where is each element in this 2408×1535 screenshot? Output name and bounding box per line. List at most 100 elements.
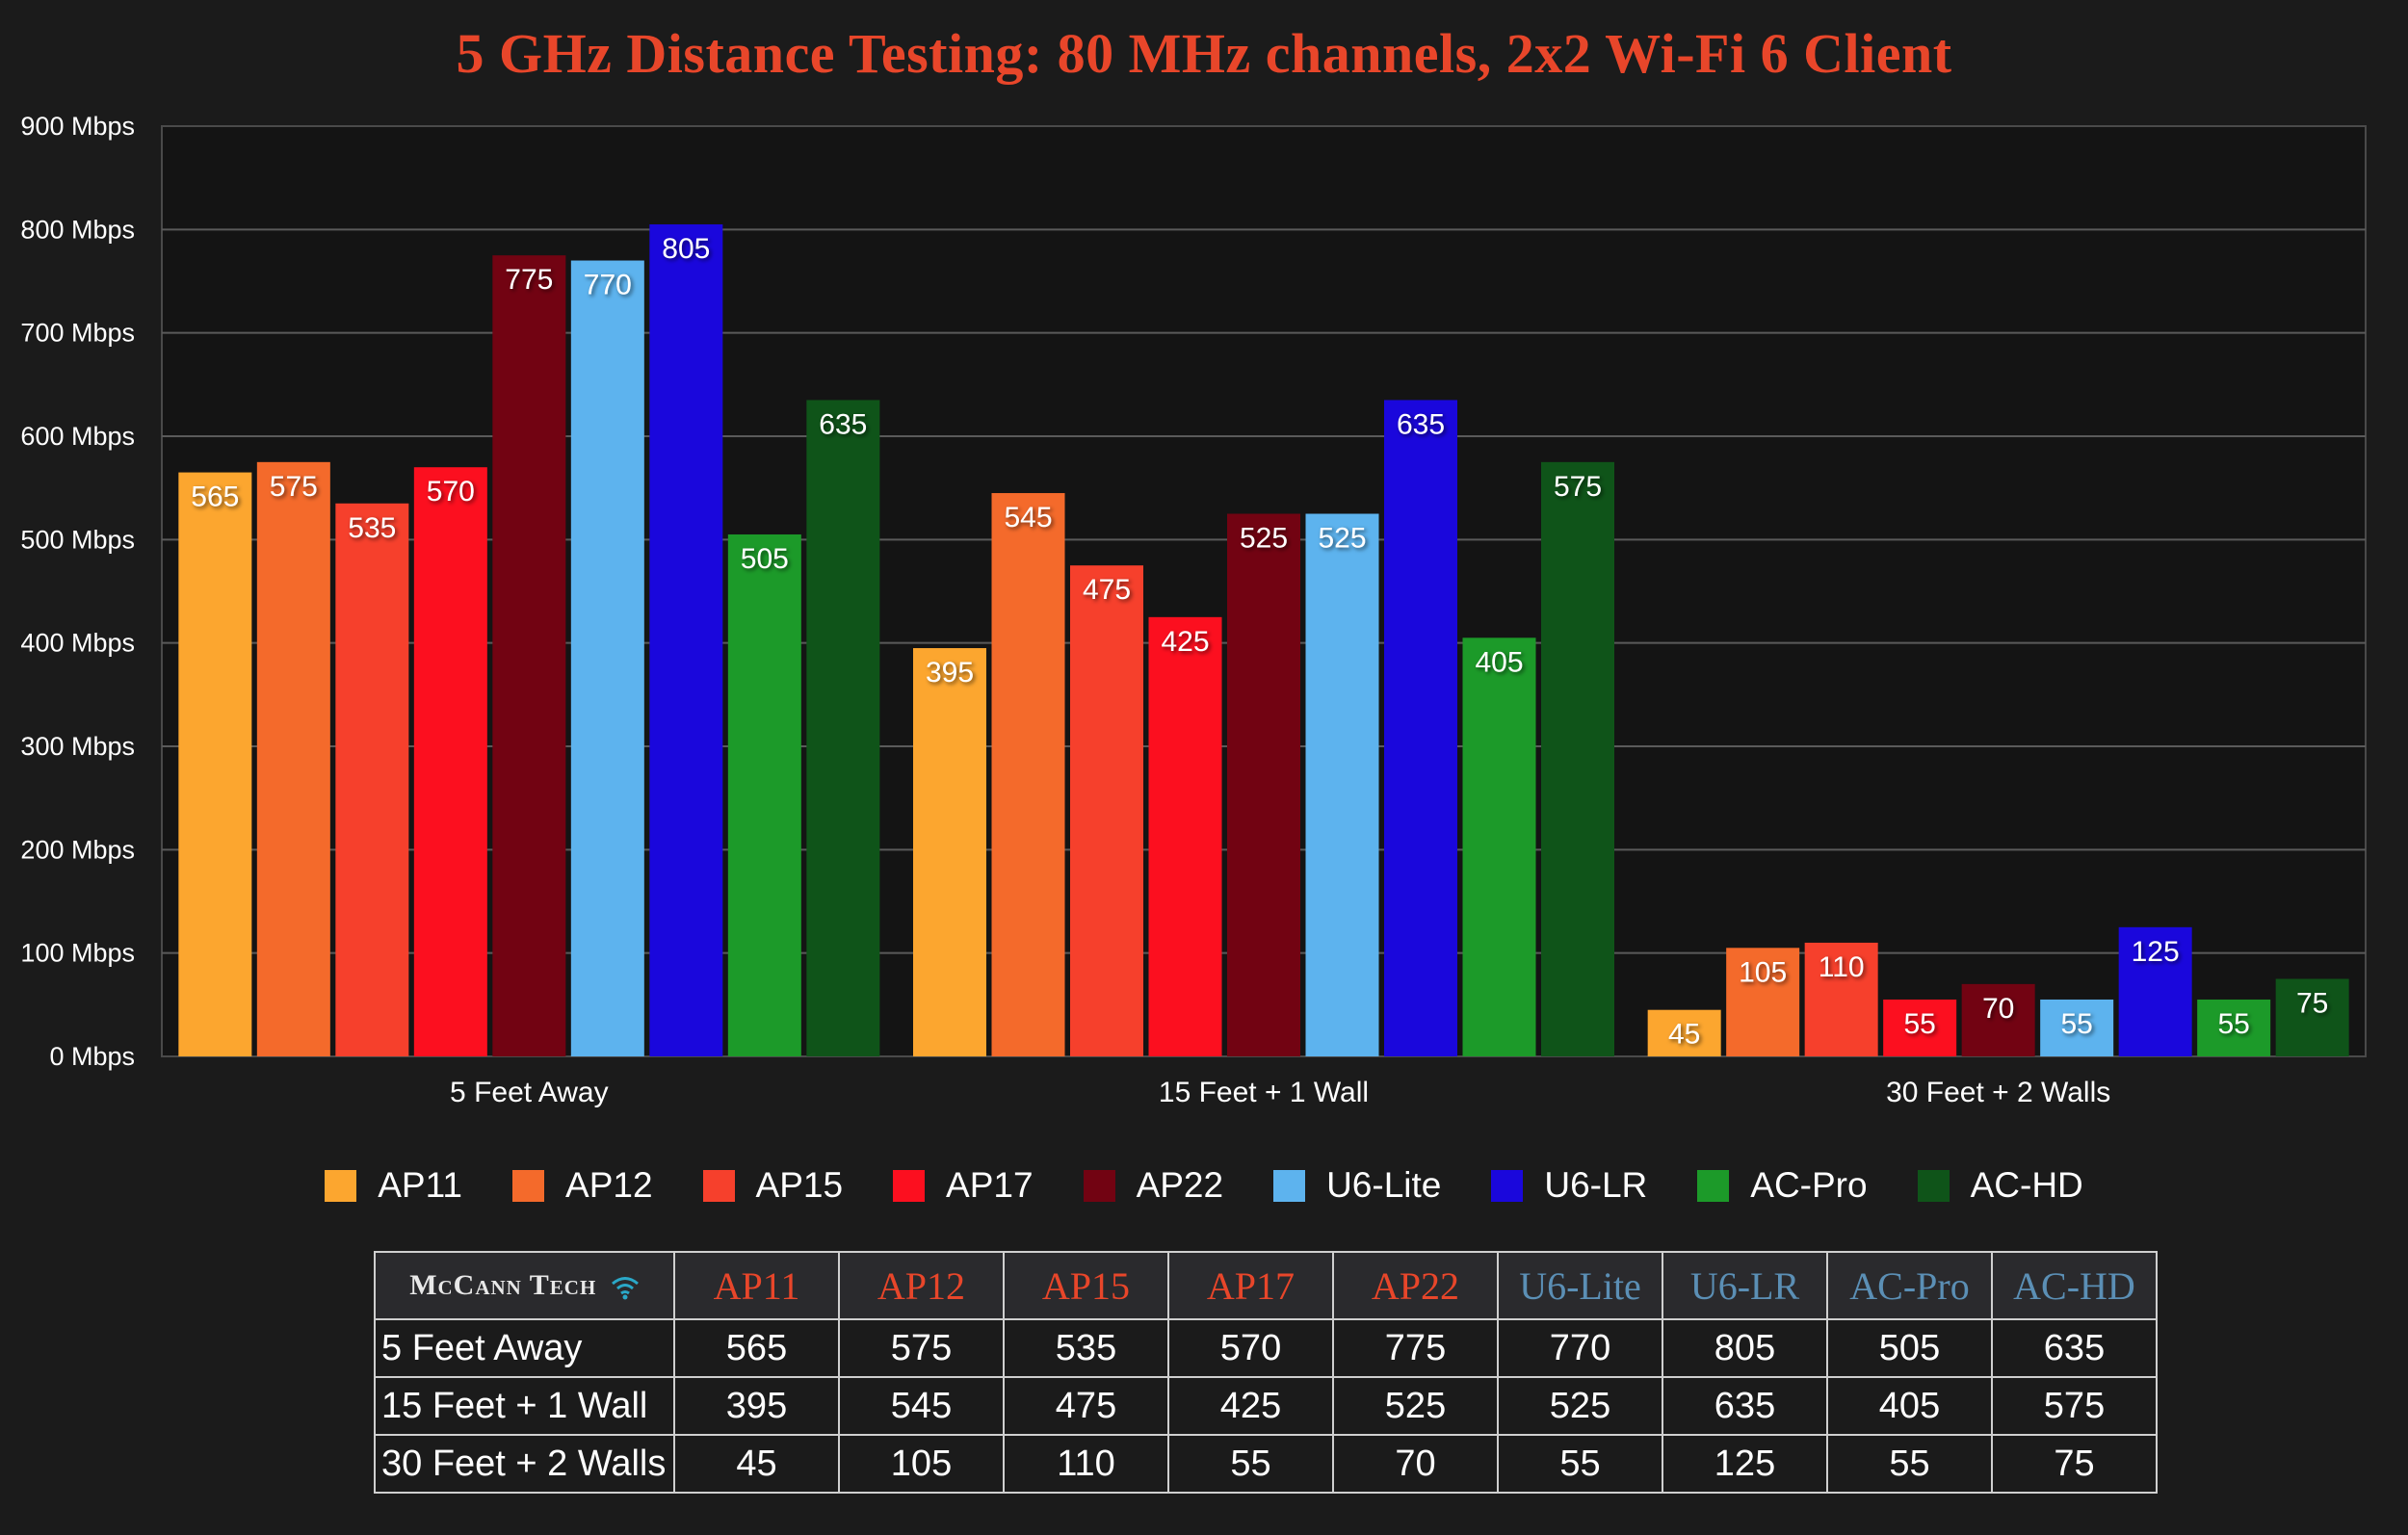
table-cell: 505 bbox=[1826, 1318, 1993, 1378]
table-column-header: AP11 bbox=[673, 1251, 840, 1320]
bar bbox=[178, 472, 252, 1057]
legend-item: AP17 bbox=[893, 1165, 1034, 1206]
legend-item: U6-LR bbox=[1491, 1165, 1647, 1206]
table-row-label: 15 Feet + 1 Wall bbox=[374, 1376, 675, 1436]
data-table: McCann Tech AP11 AP12 AP15 AP17 AP22 U6-Lite U… bbox=[374, 1251, 2158, 1494]
y-tick-label: 0 Mbps bbox=[49, 1042, 135, 1071]
bar bbox=[1726, 948, 1800, 1056]
table-cell: 805 bbox=[1662, 1318, 1828, 1378]
bar bbox=[1384, 400, 1457, 1056]
y-tick-label: 800 Mbps bbox=[20, 215, 135, 244]
table-cell: 635 bbox=[1662, 1376, 1828, 1436]
table-cell: 575 bbox=[838, 1318, 1005, 1378]
bar-value-label: 45 bbox=[1668, 1019, 1700, 1051]
bar-value-labels: 565 575 535 570 775 770 805 505 635 395 545 475 425 5… bbox=[191, 233, 2328, 1051]
y-tick-label: 300 Mbps bbox=[20, 732, 135, 761]
table-cell: 405 bbox=[1826, 1376, 1993, 1436]
legend-label: U6-LR bbox=[1544, 1165, 1648, 1205]
legend-swatch bbox=[1697, 1169, 1730, 1202]
bar bbox=[1804, 942, 1878, 1056]
bar-value-label: 635 bbox=[819, 408, 867, 440]
bar-value-label: 105 bbox=[1739, 956, 1787, 988]
bar bbox=[1227, 513, 1300, 1056]
table-column-header: AP22 bbox=[1332, 1251, 1499, 1320]
table-column-header: AP12 bbox=[838, 1251, 1005, 1320]
y-tick-label: 100 Mbps bbox=[20, 939, 135, 968]
table-row: 30 Feet + 2 Walls 45 105 110 55 70 55 125 55 75 bbox=[374, 1434, 2158, 1494]
bar bbox=[1462, 637, 1536, 1056]
x-axis: 5 Feet Away 15 Feet + 1 Wall 30 Feet + 2 W… bbox=[450, 1077, 2110, 1108]
legend-item: AC-HD bbox=[1917, 1165, 2083, 1206]
y-tick-label: 600 Mbps bbox=[20, 422, 135, 451]
table-header-row: McCann Tech AP11 AP12 AP15 AP17 AP22 U6-Lite U… bbox=[374, 1251, 2158, 1320]
bar bbox=[1305, 513, 1379, 1056]
table-cell: 70 bbox=[1332, 1434, 1499, 1494]
bar-value-label: 425 bbox=[1161, 626, 1209, 658]
bar-chart: 0 Mbps 100 Mbps 200 Mbps 300 Mbps 400 Mbps 50… bbox=[20, 112, 2367, 1108]
bar-value-label: 405 bbox=[1475, 646, 1523, 678]
wifi-icon bbox=[611, 1277, 639, 1300]
bar-value-label: 525 bbox=[1240, 523, 1288, 555]
legend-item: AP11 bbox=[325, 1165, 462, 1206]
bar bbox=[1961, 983, 2035, 1056]
legend-label: AC-Pro bbox=[1750, 1165, 1868, 1205]
bar bbox=[806, 400, 880, 1056]
table-cell: 55 bbox=[1497, 1434, 1663, 1494]
legend-swatch bbox=[512, 1169, 545, 1202]
brand-name: McCann Tech bbox=[409, 1269, 597, 1301]
table-cell: 475 bbox=[1003, 1376, 1169, 1436]
table-cell: 770 bbox=[1497, 1318, 1663, 1378]
legend-label: AP11 bbox=[378, 1165, 463, 1205]
table-column-header: AC-Pro bbox=[1826, 1251, 1993, 1320]
table-cell: 635 bbox=[1991, 1318, 2158, 1378]
bar-value-label: 475 bbox=[1083, 574, 1131, 606]
bar-value-label: 125 bbox=[2132, 936, 2180, 968]
bar bbox=[413, 467, 487, 1056]
legend-swatch bbox=[1917, 1169, 1950, 1202]
table-cell: 570 bbox=[1167, 1318, 1334, 1378]
legend-swatch bbox=[893, 1169, 926, 1202]
y-tick-label: 500 Mbps bbox=[20, 525, 135, 554]
table-cell: 105 bbox=[838, 1434, 1005, 1494]
bar-value-label: 395 bbox=[926, 657, 974, 689]
legend-item: AP12 bbox=[512, 1165, 653, 1206]
y-tick-label: 900 Mbps bbox=[20, 112, 135, 141]
bar bbox=[256, 461, 330, 1056]
legend-item: AC-Pro bbox=[1697, 1165, 1868, 1206]
bar-value-label: 55 bbox=[1903, 1008, 1935, 1040]
legend-label: AP17 bbox=[946, 1165, 1034, 1205]
y-axis: 0 Mbps 100 Mbps 200 Mbps 300 Mbps 400 Mbps 50… bbox=[20, 112, 135, 1071]
legend-label: AP15 bbox=[755, 1165, 844, 1205]
bar-value-label: 575 bbox=[1554, 471, 1602, 503]
table-cell: 55 bbox=[1826, 1434, 1993, 1494]
bar bbox=[991, 493, 1065, 1056]
bar-value-label: 525 bbox=[1318, 523, 1366, 555]
legend-item: AP22 bbox=[1083, 1165, 1223, 1206]
bar bbox=[2040, 999, 2114, 1056]
table-cell: 535 bbox=[1003, 1318, 1169, 1378]
legend-label: AC-HD bbox=[1970, 1165, 2083, 1205]
bar-value-label: 70 bbox=[1982, 993, 2014, 1025]
table-column-header: AP17 bbox=[1167, 1251, 1334, 1320]
bar bbox=[727, 533, 801, 1056]
table-cell: 775 bbox=[1332, 1318, 1499, 1378]
bar-value-label: 55 bbox=[2217, 1008, 2249, 1040]
bar bbox=[1647, 1009, 1721, 1056]
x-category-label: 30 Feet + 2 Walls bbox=[1886, 1077, 2110, 1108]
table-cell: 75 bbox=[1991, 1434, 2158, 1494]
table-row-label: 5 Feet Away bbox=[374, 1318, 675, 1378]
table-cell: 565 bbox=[673, 1318, 840, 1378]
y-tick-label: 200 Mbps bbox=[20, 835, 135, 864]
bar-value-label: 565 bbox=[191, 481, 239, 513]
table-cell: 575 bbox=[1991, 1376, 2158, 1436]
table-cell: 55 bbox=[1167, 1434, 1334, 1494]
bar-value-label: 805 bbox=[662, 233, 710, 265]
table-column-header: U6-Lite bbox=[1497, 1251, 1663, 1320]
table-column-header: AP15 bbox=[1003, 1251, 1169, 1320]
legend-swatch bbox=[1083, 1169, 1115, 1202]
bars bbox=[178, 223, 2349, 1057]
bar bbox=[1148, 616, 1222, 1056]
table-cell: 125 bbox=[1662, 1434, 1828, 1494]
bar bbox=[1883, 999, 1957, 1056]
chart-title: 5 GHz Distance Testing: 80 MHz channels,… bbox=[456, 22, 1952, 85]
